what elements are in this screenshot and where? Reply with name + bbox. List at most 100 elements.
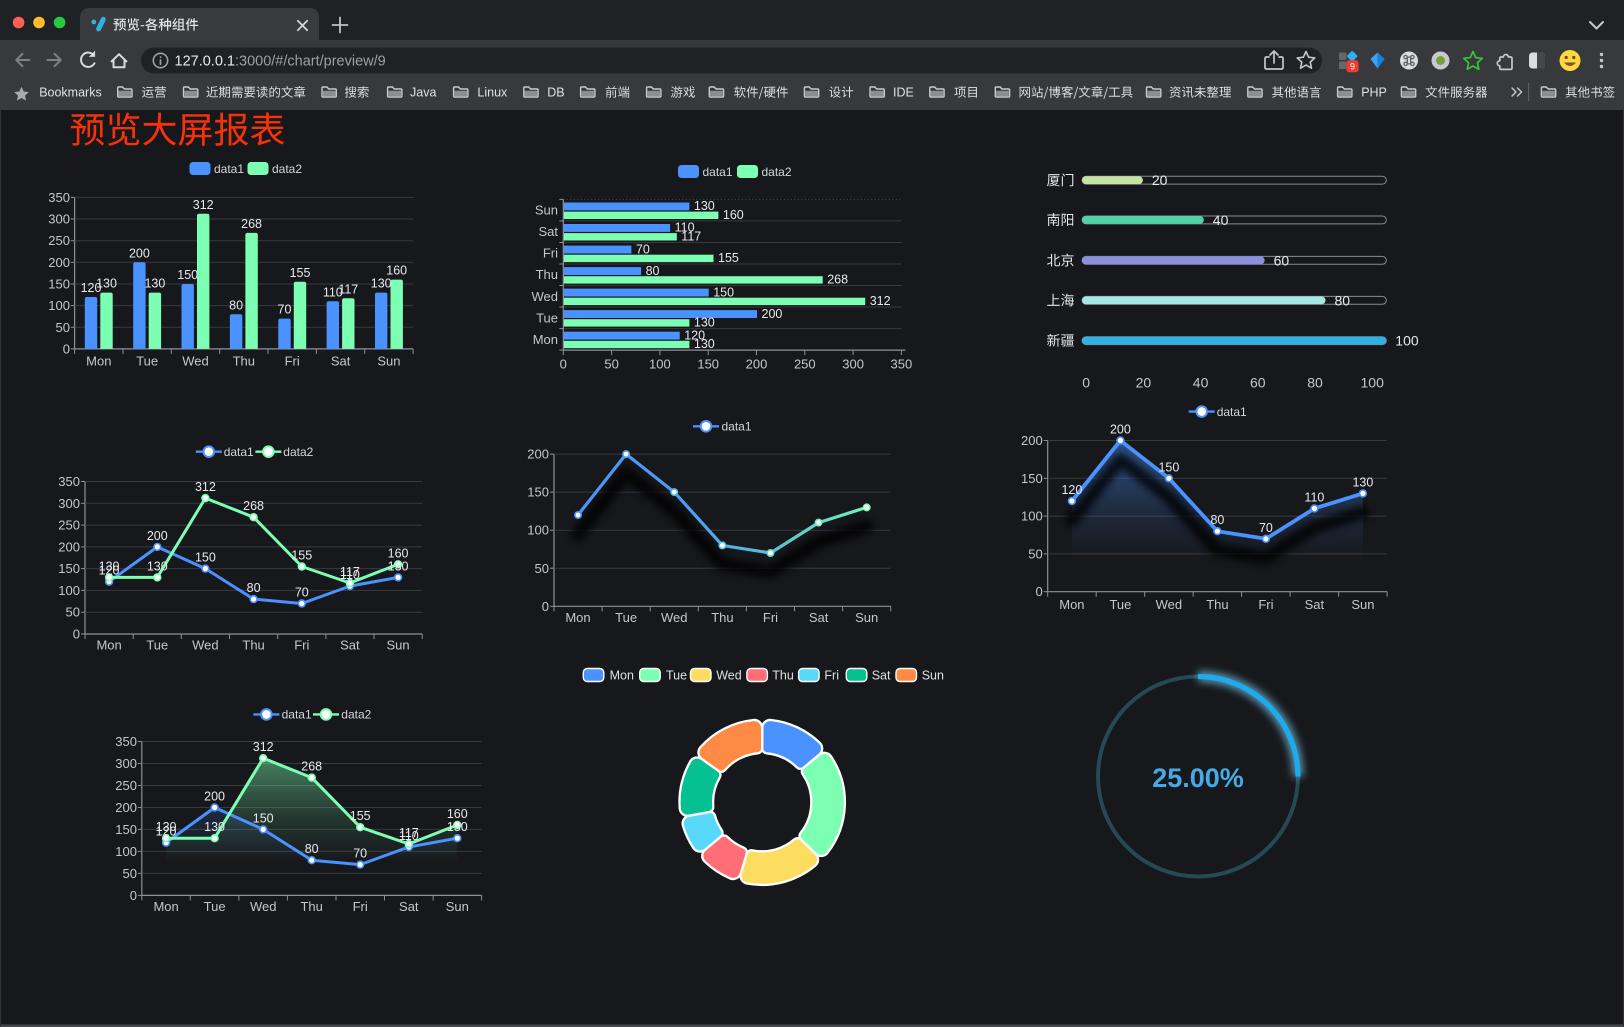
svg-text:Fri: Fri (543, 246, 558, 261)
svg-text:117: 117 (340, 565, 360, 579)
svg-text:312: 312 (195, 480, 216, 494)
svg-text:Mon: Mon (533, 332, 558, 347)
svg-text:150: 150 (48, 277, 70, 292)
svg-text:Fri: Fri (824, 669, 839, 683)
svg-text:Sat: Sat (538, 224, 558, 239)
svg-text:80: 80 (1210, 513, 1224, 527)
svg-text:200: 200 (1021, 433, 1043, 448)
svg-text:130: 130 (99, 559, 120, 573)
svg-text:60: 60 (1250, 375, 1266, 391)
svg-text:130: 130 (694, 199, 715, 213)
svg-text:PHP: PHP (1361, 86, 1387, 100)
svg-text:data2: data2 (341, 708, 371, 722)
svg-text:80: 80 (229, 298, 243, 312)
svg-text:data1: data1 (703, 165, 733, 179)
svg-text:Sat: Sat (872, 669, 891, 683)
svg-text:155: 155 (718, 251, 739, 265)
svg-text:200: 200 (527, 447, 549, 462)
svg-text:70: 70 (353, 847, 367, 861)
svg-text:350: 350 (58, 474, 80, 489)
svg-text:Wed: Wed (661, 610, 688, 625)
svg-text:127.0.0.1:3000/#/chart/preview: 127.0.0.1:3000/#/chart/preview/9 (175, 54, 386, 70)
svg-text:250: 250 (48, 233, 70, 248)
svg-text:70: 70 (636, 242, 650, 256)
svg-text:Tue: Tue (615, 610, 637, 625)
svg-text:data1: data1 (722, 420, 752, 434)
svg-text:Tue: Tue (1109, 597, 1131, 612)
svg-text:20: 20 (1152, 172, 1168, 188)
svg-text:Wed: Wed (192, 638, 219, 653)
svg-text:Sun: Sun (446, 899, 469, 914)
svg-text:Tue: Tue (666, 669, 687, 683)
svg-text:117: 117 (338, 282, 358, 296)
svg-text:Sun: Sun (377, 353, 400, 368)
svg-text:data1: data1 (224, 445, 254, 459)
svg-text:120: 120 (684, 328, 705, 342)
svg-text:268: 268 (243, 499, 264, 513)
svg-text:Fri: Fri (294, 638, 309, 653)
svg-text:268: 268 (241, 217, 262, 231)
svg-text:80: 80 (247, 581, 261, 595)
svg-text:130: 130 (1352, 475, 1373, 489)
svg-text:Mon: Mon (153, 899, 178, 914)
svg-text:350: 350 (891, 356, 913, 371)
svg-text:200: 200 (1110, 423, 1131, 437)
svg-text:50: 50 (535, 561, 549, 576)
svg-text:IDE: IDE (893, 86, 914, 100)
svg-text:data1: data1 (282, 708, 312, 722)
svg-text:110: 110 (340, 568, 360, 582)
svg-text:200: 200 (129, 246, 150, 260)
svg-text:130: 130 (96, 277, 117, 291)
svg-text:268: 268 (301, 760, 322, 774)
svg-text:150: 150 (253, 811, 274, 825)
svg-text:130: 130 (371, 277, 392, 291)
svg-text:130: 130 (388, 559, 409, 573)
svg-text:Mon: Mon (86, 353, 111, 368)
svg-text:312: 312 (193, 198, 214, 212)
svg-text:150: 150 (1021, 471, 1043, 486)
svg-text:150: 150 (195, 551, 216, 565)
svg-text:Tue: Tue (146, 638, 168, 653)
svg-text:350: 350 (115, 734, 137, 749)
svg-text:250: 250 (58, 518, 80, 533)
svg-text:120: 120 (1061, 483, 1082, 497)
svg-text:80: 80 (1307, 375, 1323, 391)
svg-text:300: 300 (842, 356, 864, 371)
svg-text:160: 160 (723, 208, 744, 222)
svg-text:130: 130 (694, 337, 715, 351)
svg-text:120: 120 (99, 564, 120, 578)
svg-text:Sat: Sat (809, 610, 829, 625)
svg-text:200: 200 (48, 255, 70, 270)
svg-text:150: 150 (527, 485, 549, 500)
svg-text:data1: data1 (214, 162, 244, 176)
svg-text:300: 300 (115, 756, 137, 771)
svg-text:312: 312 (870, 294, 891, 308)
svg-text:150: 150 (713, 285, 734, 299)
svg-text:100: 100 (649, 356, 671, 371)
svg-text:Sun: Sun (535, 203, 558, 218)
svg-text:20: 20 (1136, 375, 1152, 391)
svg-text:160: 160 (388, 546, 409, 560)
svg-text:Mon: Mon (610, 669, 634, 683)
svg-text:Sat: Sat (340, 638, 360, 653)
svg-text:312: 312 (253, 740, 274, 754)
svg-text:Sun: Sun (387, 638, 410, 653)
svg-text:50: 50 (604, 356, 618, 371)
svg-text:120: 120 (81, 281, 102, 295)
svg-text:130: 130 (447, 820, 468, 834)
svg-text:110: 110 (323, 285, 343, 299)
svg-text:80: 80 (646, 264, 660, 278)
svg-text:160: 160 (447, 807, 468, 821)
svg-text:Mon: Mon (1059, 597, 1084, 612)
svg-text:data2: data2 (272, 162, 302, 176)
svg-text:Mon: Mon (565, 610, 590, 625)
svg-text:data1: data1 (1217, 405, 1247, 419)
svg-text:120: 120 (156, 825, 177, 839)
svg-text:117: 117 (681, 230, 701, 244)
svg-text:200: 200 (58, 539, 80, 554)
svg-text:130: 130 (694, 316, 715, 330)
svg-text:250: 250 (794, 356, 816, 371)
svg-text:60: 60 (1274, 252, 1290, 268)
svg-text:50: 50 (1028, 546, 1042, 561)
svg-text:Mon: Mon (96, 638, 121, 653)
